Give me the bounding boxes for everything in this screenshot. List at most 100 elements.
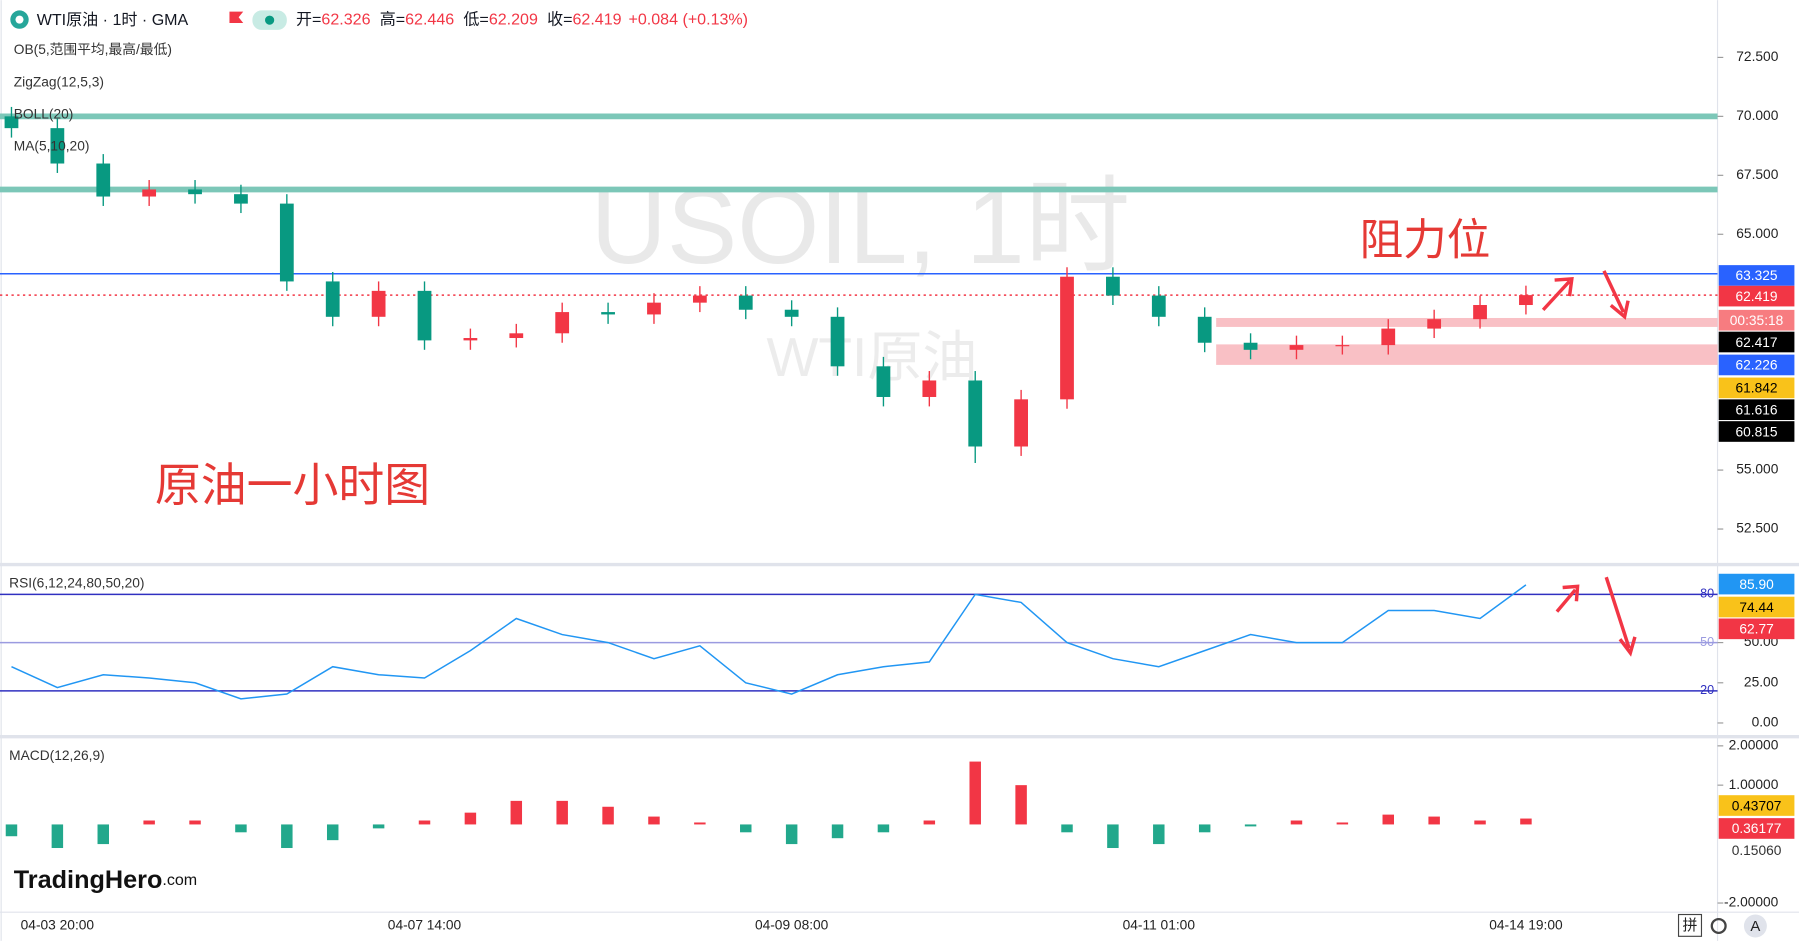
arrows bbox=[1541, 270, 1637, 657]
ohlc-label: 低= bbox=[463, 11, 488, 29]
candle-body bbox=[784, 309, 799, 317]
price-badge-label: 62.77 bbox=[1739, 622, 1773, 637]
y-tick-label: 0.00 bbox=[1752, 715, 1779, 730]
price-badge bbox=[1718, 265, 1795, 286]
indicator-title: RSI(6,12,24,80,50,20) bbox=[9, 576, 144, 591]
macd-bar bbox=[923, 820, 936, 825]
macd-bar bbox=[648, 816, 660, 825]
y-tick-label: 72.500 bbox=[1736, 49, 1778, 64]
price-badge-label: 61.842 bbox=[1736, 381, 1778, 396]
candle-body bbox=[188, 189, 202, 195]
y-tick-label: 1.00000 bbox=[1729, 777, 1779, 792]
price-badge-label: 62.419 bbox=[1736, 289, 1778, 304]
candle-body bbox=[922, 380, 937, 397]
ohlc-label: 开= bbox=[296, 11, 321, 29]
header: WTI原油 · 1时 · GMA 开=62.326 高=62.446 低=62.20… bbox=[10, 10, 748, 30]
y-tick-label: 25.00 bbox=[1744, 674, 1779, 689]
candle-body bbox=[142, 189, 157, 197]
candle-body bbox=[509, 333, 524, 339]
macd-bar bbox=[694, 822, 706, 825]
auto-button[interactable] bbox=[1743, 914, 1767, 938]
price-badge-label: 00:35:18 bbox=[1730, 313, 1784, 328]
candle-body bbox=[555, 312, 570, 334]
arrow-up bbox=[1541, 277, 1574, 312]
macd-bar bbox=[189, 820, 201, 825]
macd-bar bbox=[510, 800, 523, 825]
y-tick-label: 2.00000 bbox=[1729, 737, 1779, 752]
price-badge bbox=[1718, 839, 1795, 861]
price-badge-label: 62.417 bbox=[1736, 335, 1778, 350]
candle-body bbox=[279, 203, 294, 282]
price-badge bbox=[1718, 818, 1795, 839]
data-layer: 72.500 70.000 67.500 65.000 55.000 52.500 63.3… bbox=[0, 49, 1795, 933]
macd-bar bbox=[97, 824, 109, 845]
candle-body bbox=[692, 295, 707, 303]
candle-body bbox=[876, 366, 891, 397]
macd-bar bbox=[1153, 824, 1165, 845]
candle-body bbox=[96, 163, 111, 197]
candle-body bbox=[1335, 345, 1350, 347]
ohlc-value: 62.209 bbox=[489, 11, 538, 29]
x-tick-label: 04-07 14:00 bbox=[388, 918, 462, 933]
macd-bar bbox=[1520, 818, 1532, 825]
settings-button[interactable] bbox=[1710, 917, 1727, 935]
macd-bar bbox=[1015, 785, 1027, 825]
candle-body bbox=[738, 295, 753, 310]
indicator-label: OB(5,范围平均,最高/最低) bbox=[14, 41, 172, 57]
ohlc: 开=62.326 高=62.446 低=62.209 收=62.419 +0.084 (… bbox=[296, 11, 748, 29]
candle-body bbox=[1427, 319, 1442, 329]
symbol-icon bbox=[15, 15, 24, 24]
price-badge-label: 60.815 bbox=[1736, 424, 1778, 439]
indicator-label: MA(5,10,20) bbox=[14, 139, 90, 154]
macd-bar bbox=[831, 824, 844, 839]
annotation: 阻力位 bbox=[1360, 217, 1491, 265]
macd-bar bbox=[281, 824, 293, 849]
level-label: 80 bbox=[1700, 587, 1714, 601]
price-badge-label: 61.616 bbox=[1736, 402, 1778, 417]
indicator-labels: OB(5,范围平均,最高/最低) ZigZag(12,5,3) BOLL(20) MA… bbox=[14, 41, 172, 153]
ohlc-value: 62.326 bbox=[321, 11, 370, 29]
toolbar-button[interactable] bbox=[1677, 913, 1703, 937]
price-badge bbox=[1718, 285, 1795, 307]
y-tick-label: 67.500 bbox=[1736, 167, 1778, 182]
candle-body bbox=[1473, 305, 1487, 320]
price-badge bbox=[1718, 309, 1795, 331]
candle-body bbox=[647, 302, 661, 315]
watermark-sub: WTI原油 bbox=[766, 326, 977, 388]
y-tick-label: -2.00000 bbox=[1724, 895, 1779, 910]
macd-bar bbox=[602, 806, 614, 825]
logo: TradingHero.com bbox=[14, 866, 197, 894]
candle-body bbox=[968, 380, 983, 447]
watermark: USOIL, 1时 bbox=[591, 168, 1131, 286]
ohlc-label: 收= bbox=[547, 11, 572, 29]
auto-button-label[interactable]: A bbox=[1750, 919, 1760, 935]
macd-bar bbox=[1198, 824, 1211, 833]
toolbar-button[interactable]: 拼 bbox=[1683, 917, 1698, 934]
annotation: 原油一小时图 bbox=[155, 459, 430, 511]
candle-body bbox=[1243, 342, 1258, 350]
candle-body bbox=[417, 290, 432, 341]
candle-body bbox=[1289, 345, 1304, 350]
symbol: WTI原油 · 1时 · GMA bbox=[37, 11, 189, 29]
price-badge bbox=[1718, 795, 1795, 816]
macd-bar bbox=[5, 824, 18, 837]
ohlc-change: +0.084 (+0.13%) bbox=[628, 11, 748, 29]
price-badge-label: 0.36177 bbox=[1732, 821, 1782, 836]
price-badge bbox=[1718, 354, 1795, 376]
candle-body bbox=[371, 290, 386, 317]
macd-bar bbox=[143, 820, 155, 825]
macd-bar bbox=[1382, 814, 1394, 825]
level-label: 20 bbox=[1700, 683, 1714, 697]
price-badge bbox=[1718, 399, 1795, 421]
macd-bar bbox=[1061, 824, 1073, 833]
macd-bar bbox=[740, 824, 752, 833]
logo-suffix: .com bbox=[162, 871, 197, 889]
price-badge-label: 85.90 bbox=[1739, 577, 1774, 592]
zone bbox=[1216, 344, 1718, 365]
price-badge bbox=[1718, 573, 1795, 595]
x-tick-label: 04-03 20:00 bbox=[21, 918, 95, 933]
rsi-line bbox=[11, 584, 1527, 700]
ohlc-value: 62.446 bbox=[405, 11, 454, 29]
x-tick-label: 04-09 08:00 bbox=[755, 918, 829, 933]
